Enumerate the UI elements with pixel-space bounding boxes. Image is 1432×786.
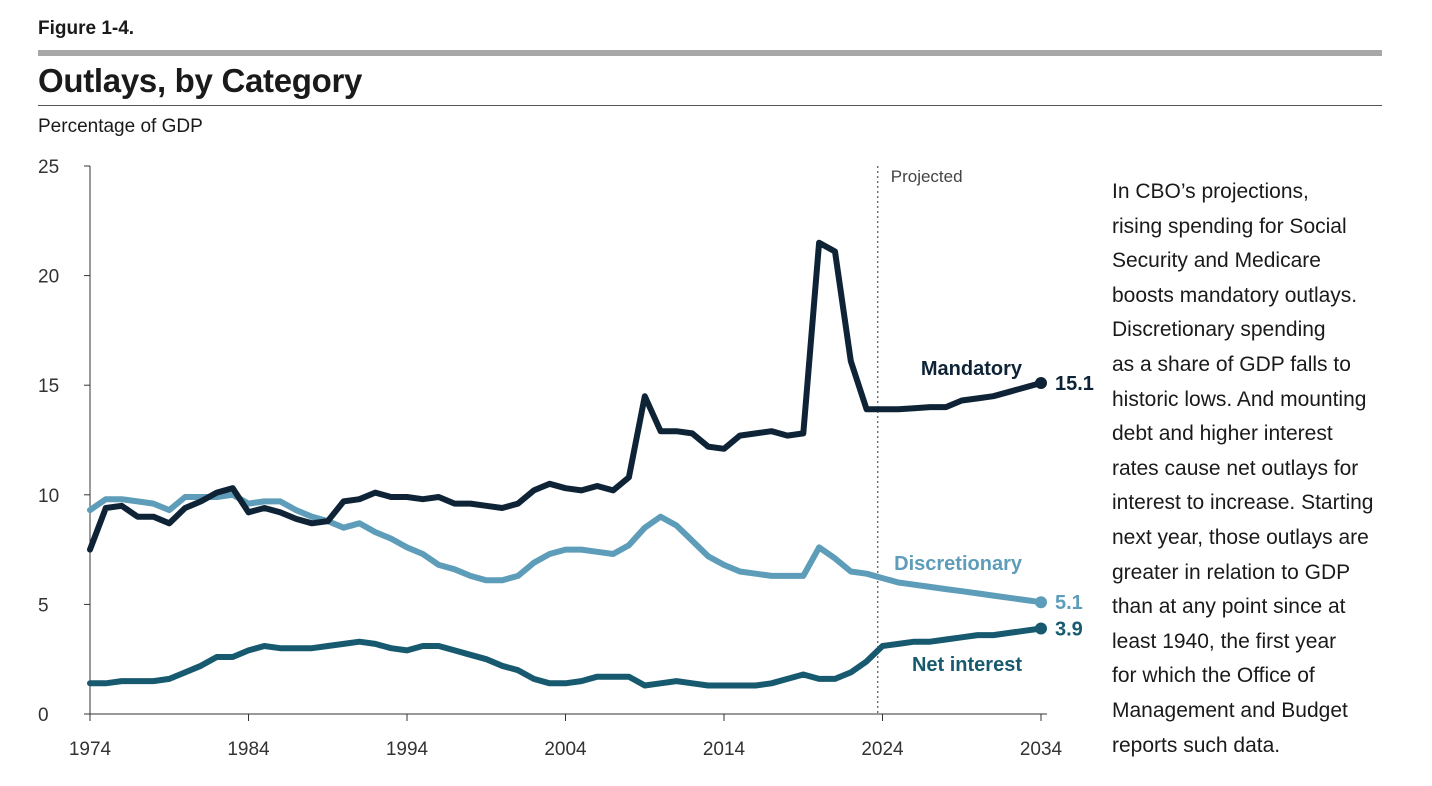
net-interest-series-label: Net interest — [912, 654, 1022, 676]
net-interest-line — [87, 625, 1044, 689]
y-tick-label: 20 — [38, 267, 59, 288]
note-line: reports such data. — [1112, 733, 1281, 757]
y-tick-label: 15 — [38, 376, 59, 397]
note-line: historic lows. And mounting — [1112, 387, 1367, 411]
note-line: rising spending for Social — [1112, 214, 1347, 238]
note-line: In CBO’s projections, — [1112, 180, 1309, 203]
mandatory-line — [87, 239, 1044, 553]
x-tick-label: 1984 — [227, 739, 270, 760]
note-line: debt and higher interest — [1112, 422, 1333, 446]
discretionary-end-point — [1035, 596, 1047, 609]
note-line: Security and Medicare — [1112, 249, 1321, 273]
note-line: least 1940, the first year — [1112, 629, 1337, 653]
mandatory-end-value: 15.1 — [1055, 373, 1094, 395]
title-rule — [38, 105, 1382, 106]
header-rule — [38, 50, 1382, 56]
note-line: Discretionary spending — [1112, 318, 1326, 342]
note-line: than at any point since at — [1112, 595, 1346, 619]
note-line: for which the Office of — [1112, 664, 1315, 688]
x-tick-label: 2004 — [544, 739, 587, 760]
note-line: greater in relation to GDP — [1112, 560, 1351, 584]
y-tick-label: 10 — [38, 486, 59, 507]
explanatory-note: In CBO’s projections, rising spending for… — [1112, 175, 1402, 763]
discretionary-series-label: Discretionary — [894, 553, 1023, 575]
note-line: boosts mandatory outlays. — [1112, 283, 1358, 307]
x-tick-label: 1974 — [69, 739, 112, 760]
note-line: as a share of GDP falls to — [1112, 352, 1351, 376]
x-tick-label: 1994 — [386, 739, 429, 760]
mandatory-end-point — [1035, 377, 1047, 390]
note-line: Management and Budget — [1112, 698, 1348, 722]
note-line: next year, those outlays are — [1112, 525, 1369, 549]
note-line: interest to increase. Starting — [1112, 491, 1374, 515]
y-tick-label: 0 — [38, 705, 49, 726]
net-interest-end-point — [1035, 622, 1047, 635]
discretionary-end-value: 5.1 — [1055, 592, 1083, 614]
net-interest-end-value: 3.9 — [1055, 619, 1083, 641]
x-tick-label: 2034 — [1020, 739, 1063, 760]
chart-title: Outlays, by Category — [38, 62, 363, 99]
mandatory-series-label: Mandatory — [921, 358, 1023, 380]
x-tick-label: 2014 — [703, 739, 746, 760]
discretionary-line — [87, 491, 1044, 606]
figure-label: Figure 1-4. — [38, 18, 135, 39]
y-axis-unit-label: Percentage of GDP — [38, 116, 203, 137]
note-line: rates cause net outlays for — [1112, 456, 1359, 480]
y-tick-label: 25 — [38, 157, 59, 178]
y-tick-label: 5 — [38, 595, 49, 616]
outlays-line-chart: 0 5 10 15 20 25 1974 1984 1994 2004 2014 2024 2034 Pr… — [38, 157, 1094, 760]
x-tick-label: 2024 — [861, 739, 904, 760]
projected-label: Projected — [891, 167, 963, 186]
